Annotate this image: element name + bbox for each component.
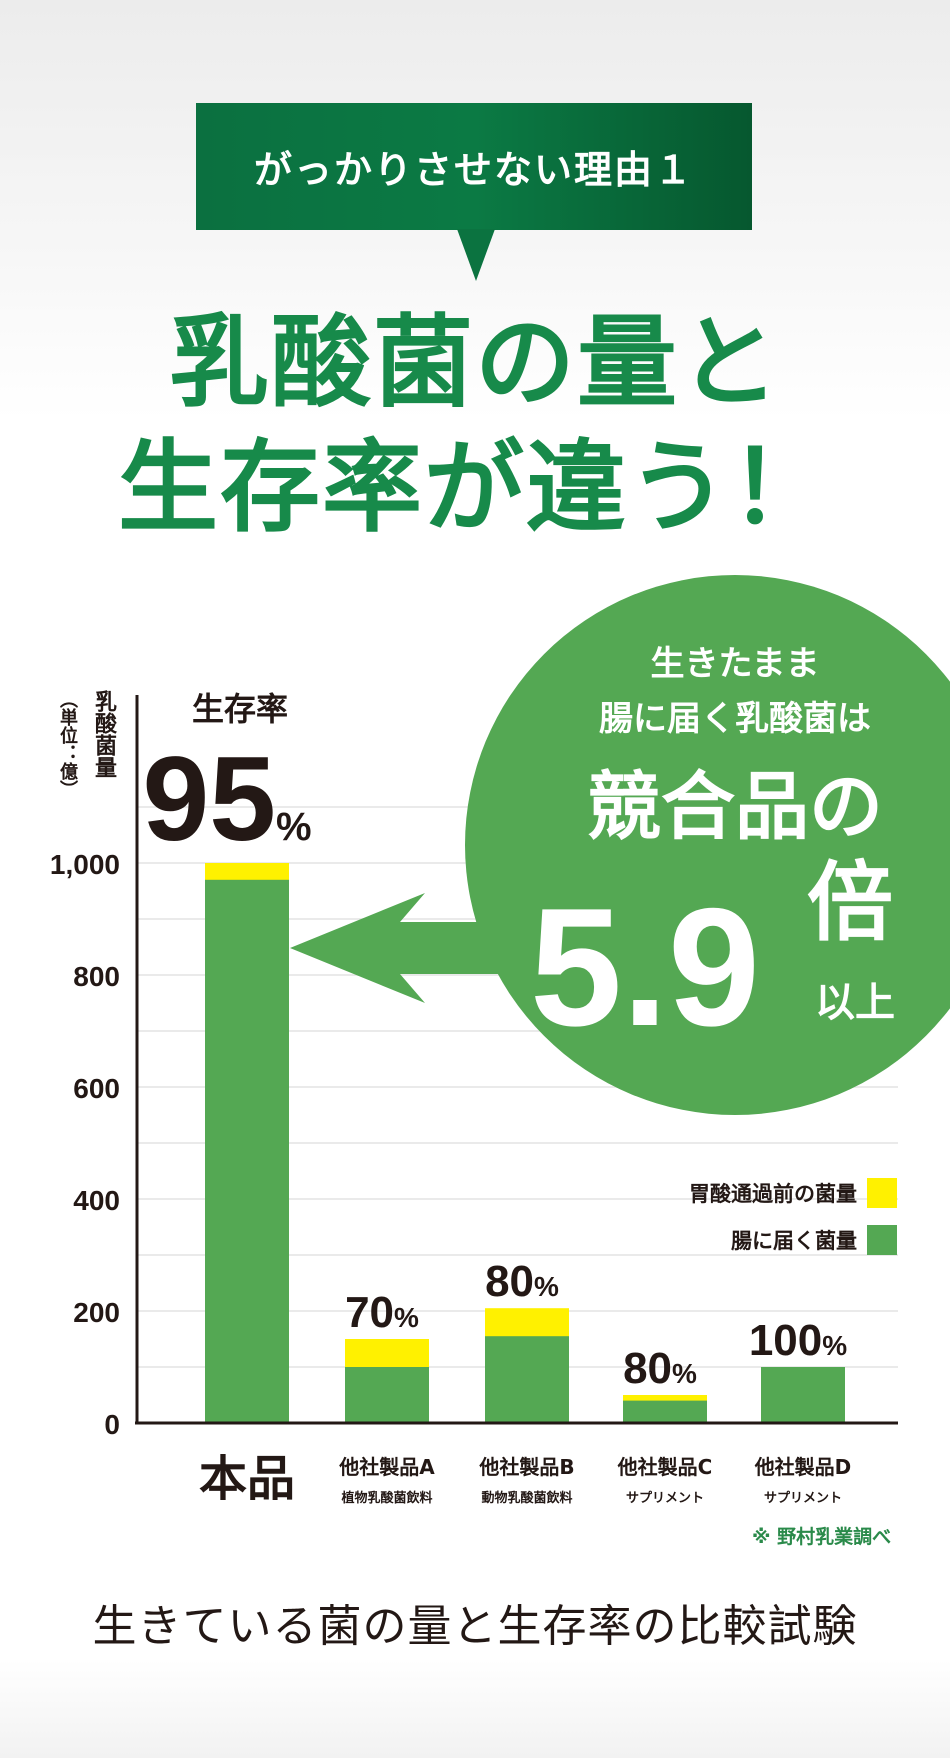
y-axis-label: 乳酸菌量 (91, 690, 116, 778)
y-tick-label: 0 (104, 1409, 120, 1440)
x-category-label: 他社製品C (617, 1455, 713, 1479)
badge-pointer (457, 229, 495, 281)
survival-rate-label: 80% (623, 1344, 697, 1393)
callout-suffix: 以上 (815, 980, 895, 1026)
callout-unit: 倍 (807, 853, 893, 953)
y-tick-label: 800 (73, 961, 120, 992)
rate-heading: 生存率 (192, 690, 288, 728)
survival-rate-label: 95% (142, 732, 311, 866)
legend-swatch-before (867, 1178, 897, 1208)
bar-reaching (485, 1336, 569, 1423)
survival-rate-label: 80% (485, 1257, 559, 1306)
y-tick-labels: 0 200 400 600 800 1,000 (50, 849, 120, 1440)
callout-circle (465, 575, 950, 1115)
headline-line-1: 乳酸菌の量と (169, 303, 781, 421)
legend-label-reach: 腸に届く菌量 (731, 1229, 857, 1253)
bar-reaching (761, 1367, 845, 1423)
x-category-label: 他社製品A (338, 1455, 435, 1479)
legend-swatch-reach (867, 1225, 897, 1255)
x-category-labels: 本品 他社製品A 植物乳酸菌飲料 他社製品B 動物乳酸菌飲料 他社製品C サプリメント 他社製… (199, 1451, 851, 1507)
x-category-sublabel: 動物乳酸菌飲料 (481, 1490, 572, 1506)
headline-line-2: 生存率が違う！ (118, 428, 832, 546)
callout-value: 5.9 (530, 873, 760, 1061)
legend: 胃酸通過前の菌量 腸に届く菌量 (689, 1178, 897, 1255)
y-tick-label: 200 (73, 1297, 120, 1328)
x-category-sublabel: 植物乳酸菌飲料 (340, 1490, 432, 1506)
comparison-chart: 95% 70% 80% 80% 100% 0 200 400 600 800 1,000 本品 他社… (50, 575, 950, 1507)
reason-badge: がっかりさせない理由１ (196, 103, 752, 230)
legend-label-before: 胃酸通過前の菌量 (689, 1182, 857, 1206)
x-category-sublabel: サプリメント (626, 1491, 704, 1506)
bar-reaching (345, 1367, 429, 1423)
callout-line-1: 生きたまま (651, 644, 820, 684)
x-category-label: 他社製品B (478, 1455, 574, 1479)
callout-line-3: 競合品の (587, 764, 883, 850)
y-tick-label: 600 (73, 1073, 120, 1104)
x-category-sublabel: サプリメント (764, 1491, 842, 1506)
y-tick-label: 1,000 (50, 849, 120, 880)
survival-rate-label: 70% (345, 1288, 419, 1337)
chart-subtitle: 生きている菌の量と生存率の比較試験 (92, 1601, 858, 1652)
callout-line-2: 腸に届く乳酸菌は (599, 699, 871, 739)
callout-arrow (290, 893, 520, 1003)
y-axis-unit: （単位：億） (57, 690, 78, 798)
y-tick-label: 400 (73, 1185, 120, 1216)
callout: 生きたまま 腸に届く乳酸菌は 競合品の 5.9 倍 以上 (290, 575, 950, 1115)
bars (205, 863, 845, 1423)
survival-rate-labels: 95% 70% 80% 80% 100% (142, 732, 847, 1393)
x-category-label: 本品 (199, 1451, 295, 1507)
survival-rate-label: 100% (749, 1316, 847, 1365)
bar-reaching (623, 1400, 707, 1423)
bar-reaching (205, 879, 289, 1423)
x-category-label: 他社製品D (754, 1455, 852, 1479)
source-note: ※ 野村乳業調べ (752, 1526, 892, 1548)
